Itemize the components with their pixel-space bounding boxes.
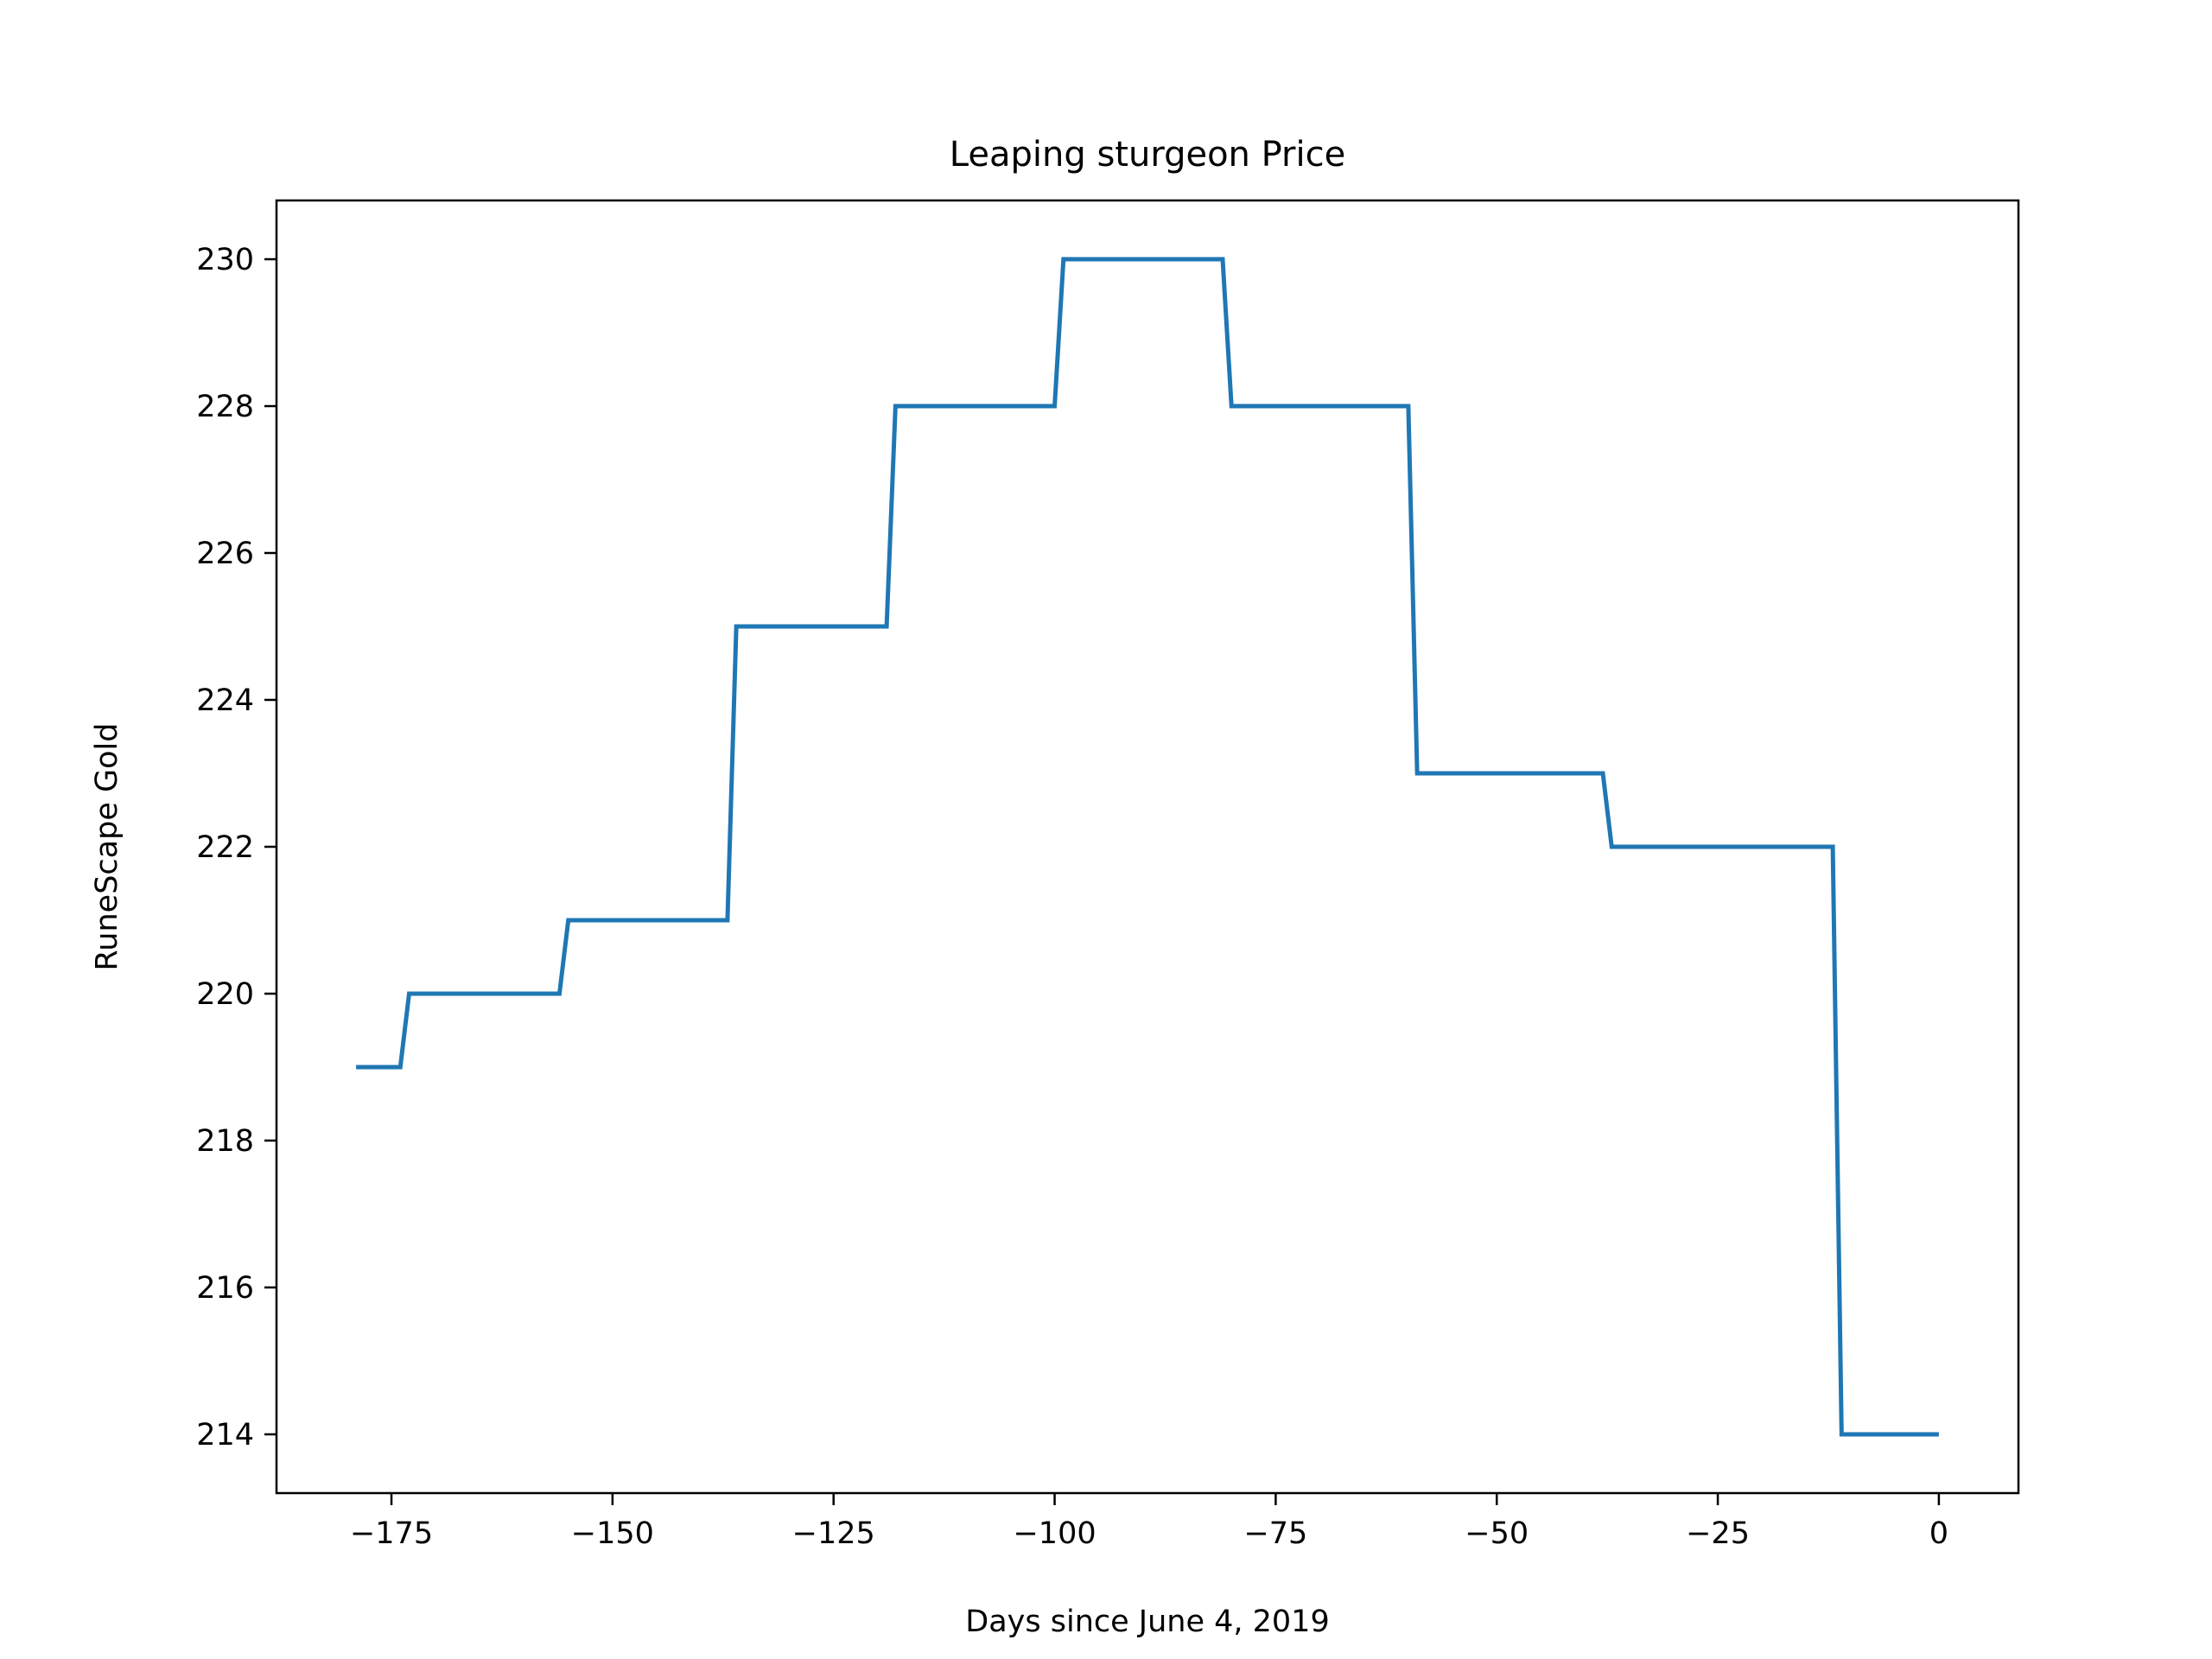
x-tick-label: −25 bbox=[1686, 1516, 1750, 1551]
x-tick-label: −100 bbox=[1013, 1516, 1096, 1551]
x-axis-label: Days since June 4, 2019 bbox=[965, 1605, 1329, 1639]
x-tick-label: 0 bbox=[1929, 1516, 1948, 1551]
y-axis-label: RuneScape Gold bbox=[90, 723, 124, 971]
y-axis: 214 216 218 220 222 224 226 228 230 bbox=[196, 243, 276, 1452]
x-tick-label: −175 bbox=[350, 1516, 433, 1551]
y-tick-label: 216 bbox=[196, 1271, 254, 1306]
y-tick-label: 228 bbox=[196, 390, 254, 424]
x-tick-label: −50 bbox=[1465, 1516, 1529, 1551]
chart-title: Leaping sturgeon Price bbox=[950, 135, 1345, 175]
y-tick-label: 224 bbox=[196, 683, 254, 718]
x-tick-label: −125 bbox=[792, 1516, 875, 1551]
series-line-0 bbox=[356, 257, 1939, 1437]
x-axis: −175 −150 −125 −100 −75 −50 −25 0 bbox=[350, 1493, 1948, 1551]
x-tick-label: −150 bbox=[571, 1516, 654, 1551]
y-tick-label: 218 bbox=[196, 1124, 254, 1159]
y-tick-label: 214 bbox=[196, 1418, 254, 1452]
series-layer bbox=[356, 257, 1939, 1437]
x-tick-label: −75 bbox=[1243, 1516, 1307, 1551]
y-tick-label: 220 bbox=[196, 977, 254, 1012]
y-tick-label: 226 bbox=[196, 537, 254, 571]
y-tick-label: 222 bbox=[196, 830, 254, 865]
y-tick-label: 230 bbox=[196, 243, 254, 277]
